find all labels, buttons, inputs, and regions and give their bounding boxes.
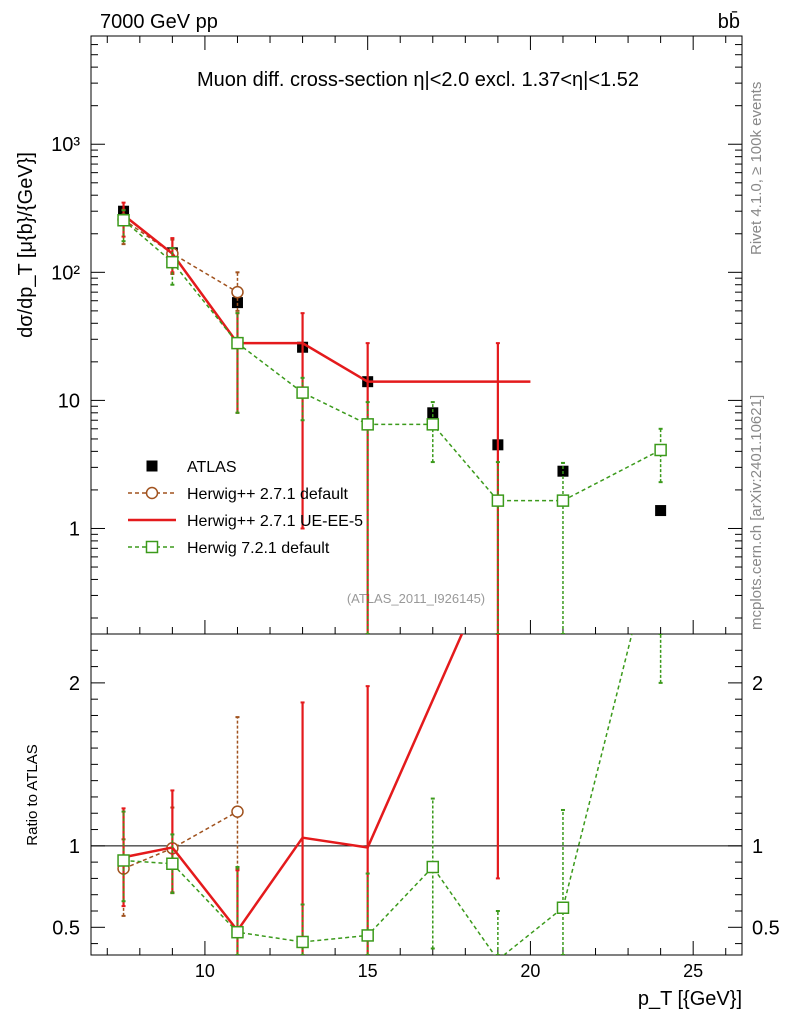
herwig-7-2-1-default-point [426, 418, 440, 431]
herwig-2-7-1-default-point [231, 285, 244, 299]
herwig-7-2-1-default-ratio-point [231, 925, 244, 939]
y-tick-label: 1 [69, 518, 80, 540]
rivet-version-label: Rivet 4.1.0, ≥ 100k events [748, 82, 765, 255]
x-tick-label: 25 [683, 961, 703, 981]
ratio-series-group [117, 634, 663, 955]
herwig-7-2-1-default-point [117, 213, 130, 227]
energy-label: 7000 GeV pp [100, 11, 218, 33]
y-tick-label: 10 [58, 390, 80, 412]
herwig-7-2-1-default-ratio-point [361, 929, 374, 942]
ratio-tick-label: 2 [69, 673, 80, 695]
x-tick-label: 20 [520, 961, 540, 981]
herwig-7-2-1-default-ratio-point [556, 901, 570, 914]
herwig-7-2-1-default-point [361, 418, 374, 431]
y-tick-label: 10³ [51, 134, 80, 156]
herwig-7-2-1-default-point [654, 443, 667, 457]
y-tick-label: 10² [51, 262, 80, 284]
legend-label-herwig-2-7-1-default: Herwig++ 2.7.1 default [187, 486, 349, 503]
herwig-7-2-1-default-point [296, 386, 309, 399]
ratio-tick-label: 1 [69, 836, 80, 858]
main-series-group [117, 201, 667, 634]
atlas-point [231, 297, 243, 309]
herwig-2-7-1-default-ratio-line [123, 810, 238, 870]
herwig-2-7-1-default-line [123, 218, 238, 293]
herwig-7-2-1-default-point [166, 255, 179, 269]
ratio-tick-label: 0.5 [752, 917, 780, 939]
ratio-axis-label: Ratio to ATLAS [24, 744, 41, 845]
analysis-tag: (ATLAS_2011_I926145) [347, 591, 485, 606]
legend-marker-atlas [146, 460, 158, 472]
herwig-7-2-1-default-point [491, 494, 505, 507]
ratio-tick-label: 0.5 [52, 917, 80, 939]
ratio-tick-label: 1 [752, 836, 763, 858]
herwig-7-2-1-default-ratio-line [123, 634, 633, 955]
atlas-point [427, 407, 439, 419]
herwig-7-2-1-default-point [231, 336, 244, 350]
herwig-7-2-1-default-ratio-point [117, 854, 130, 867]
ratio-panel-frame [90, 633, 743, 956]
legend-label-atlas: ATLAS [187, 459, 237, 476]
herwig-7-2-1-default-ratio-point [166, 857, 179, 871]
atlas-point [655, 505, 667, 517]
herwig-2-7-1-ue-ee-5-line [122, 214, 531, 383]
x-tick-label: 10 [195, 961, 215, 981]
process-label: bb̄ [718, 10, 740, 33]
chart-title: Muon diff. cross-section η|<2.0 excl. 1.… [197, 69, 639, 91]
herwig-7-2-1-default-point [556, 494, 570, 507]
legend-marker-herwig-2-7-1-default [145, 486, 159, 500]
x-tick-label: 15 [358, 961, 378, 981]
ratio-tick-label: 2 [752, 673, 763, 695]
herwig-7-2-1-default-ratio-point [296, 935, 309, 949]
x-axis-label: p_T [{GeV}] [638, 988, 742, 1010]
y-axis-label: dσ/dp_T [μ{b}/{GeV}] [15, 152, 37, 338]
legend-label-herwig-7-2-1-default: Herwig 7.2.1 default [187, 540, 330, 557]
source-label: mcplots.cern.ch [arXiv:2401.10621] [748, 395, 765, 630]
legend-marker-herwig-7-2-1-default [145, 540, 159, 554]
herwig-2-7-1-ue-ee-5-ratio-line [123, 634, 464, 933]
legend-label-herwig-2-7-1-ue-ee-5: Herwig++ 2.7.1 UE-EE-5 [187, 513, 363, 530]
herwig-2-7-1-default-ratio-point [231, 805, 244, 818]
herwig-7-2-1-default-ratio-point [426, 860, 440, 874]
